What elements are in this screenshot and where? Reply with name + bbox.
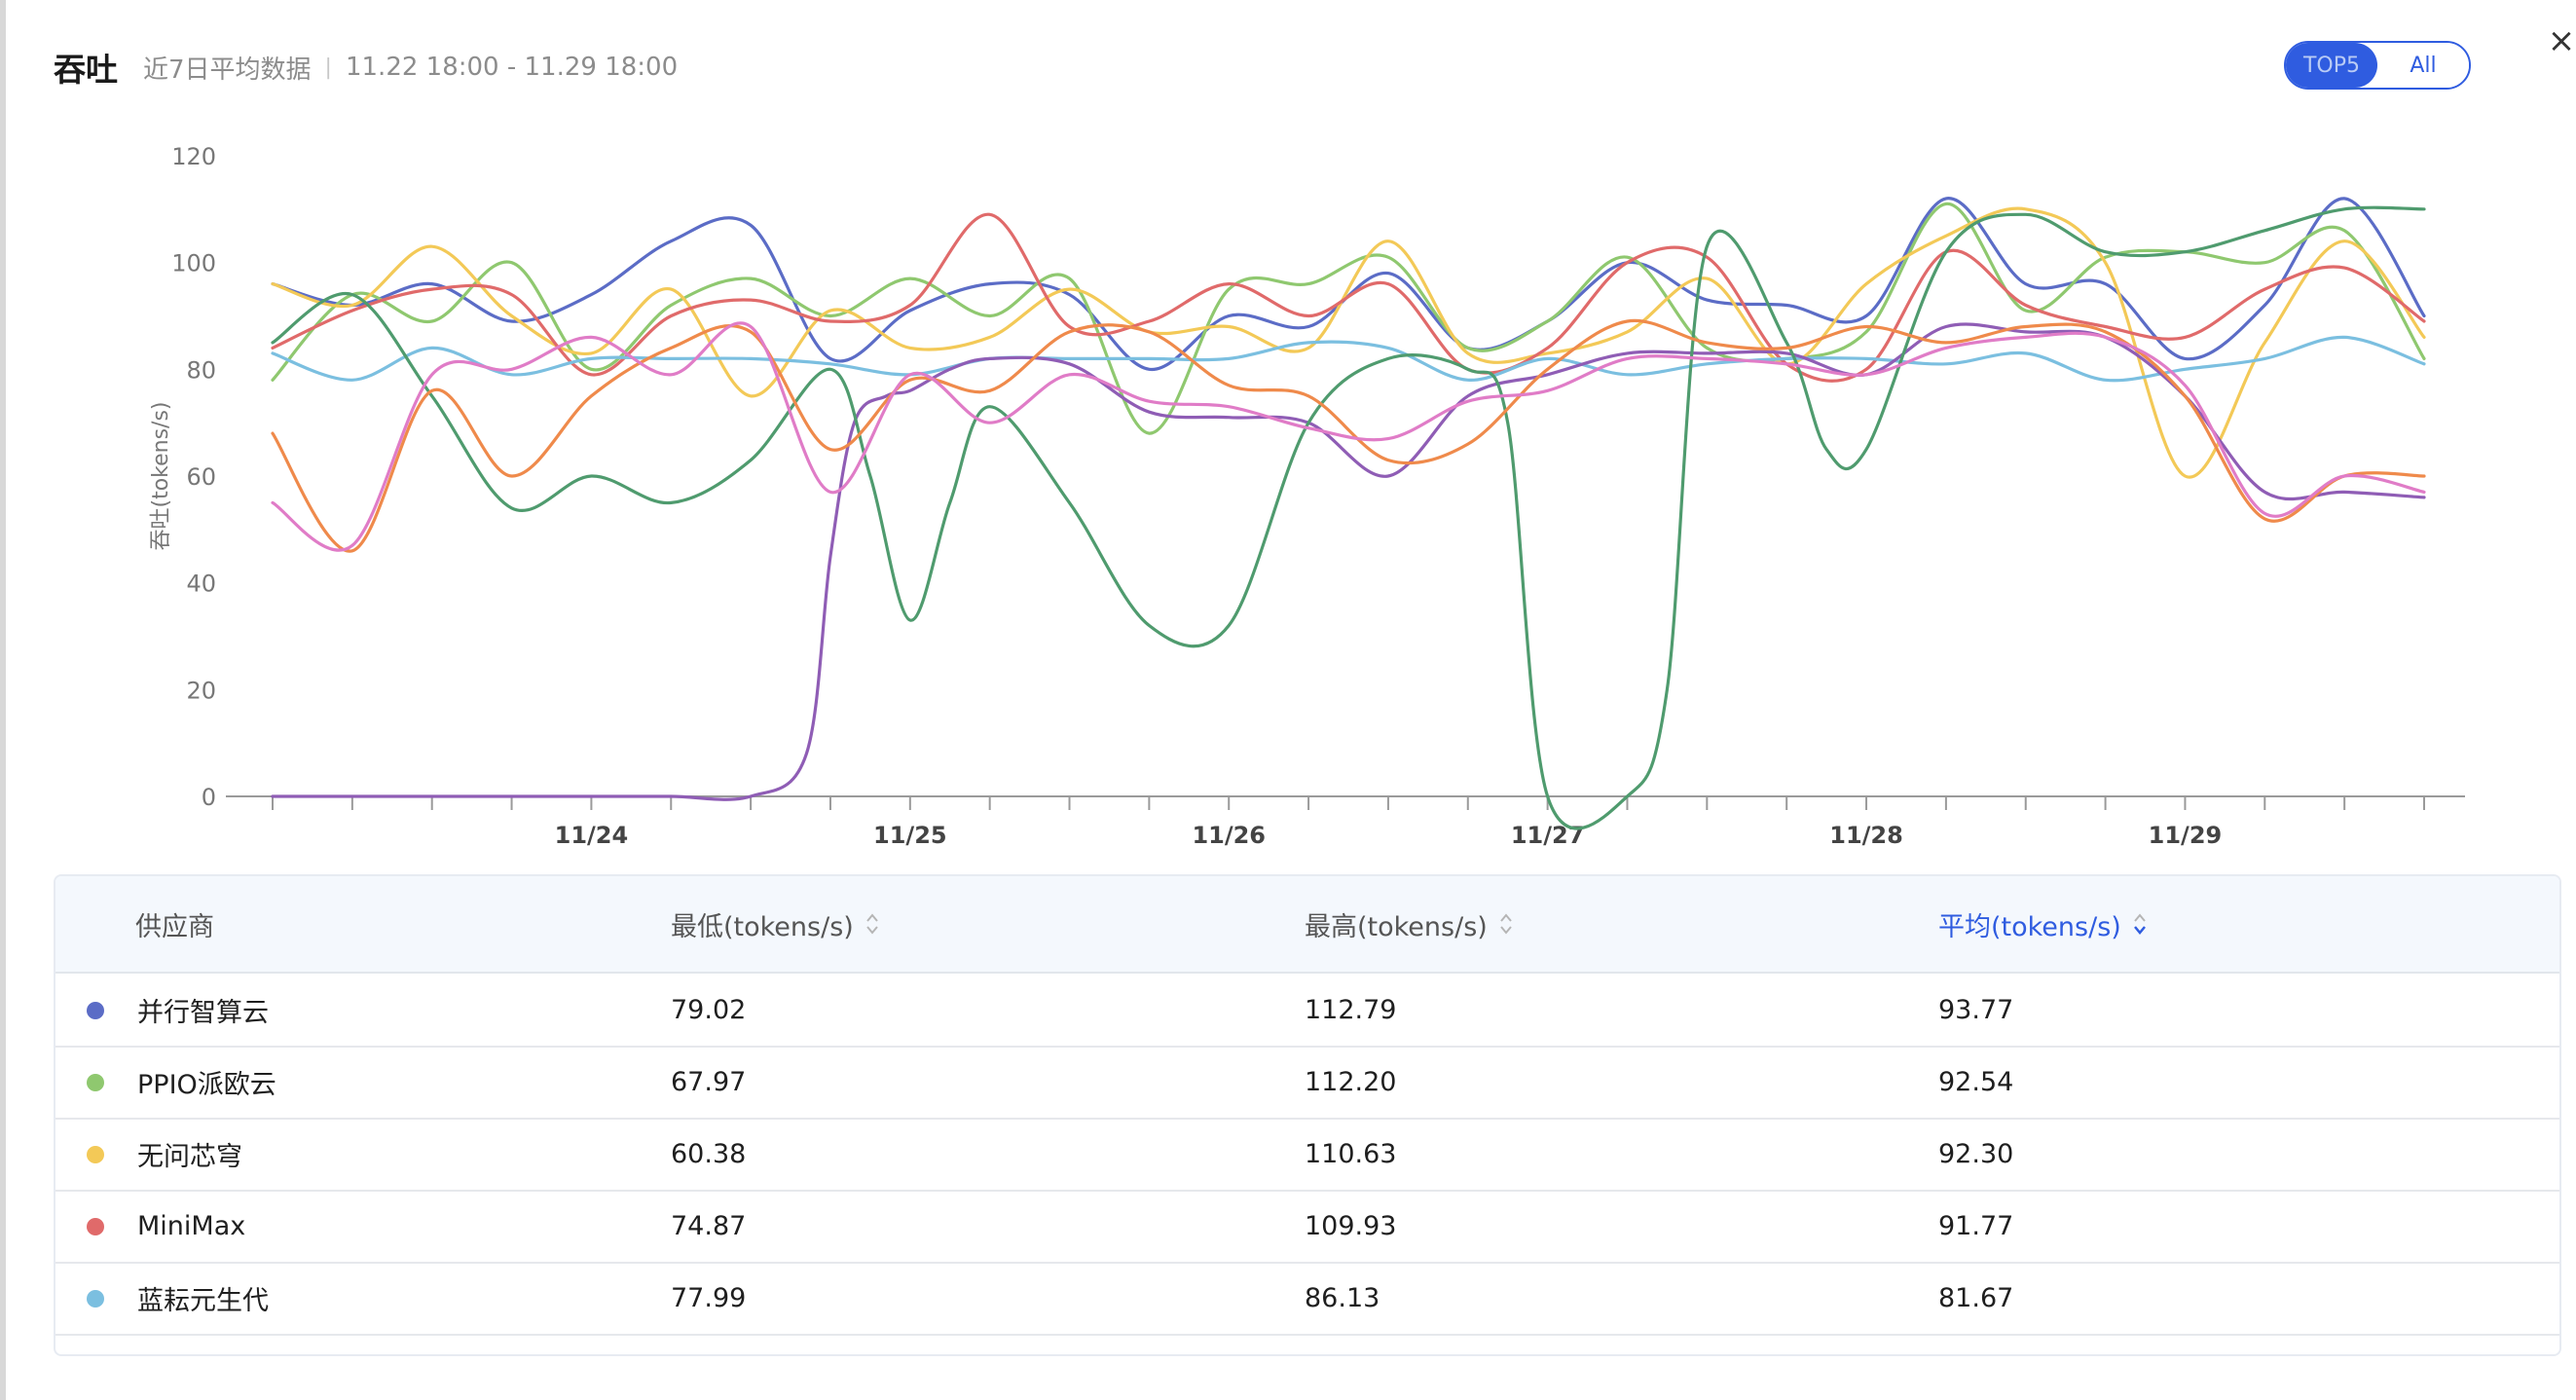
sort-icon[interactable] <box>1499 912 1513 936</box>
x-tick-label: 11/25 <box>873 822 947 849</box>
y-axis-title: 吞吐(tokens/s) <box>149 401 173 550</box>
y-tick-label: 100 <box>171 250 216 277</box>
max-value: 109.93 <box>1305 1210 1397 1241</box>
y-tick-label: 60 <box>186 463 216 491</box>
x-tick-label: 11/28 <box>1829 822 1903 849</box>
provider-name: PPIO派欧云 <box>137 1069 276 1100</box>
modal-header: 吞吐 近7日平均数据 | 11.22 18:00 - 11.29 18:00 <box>54 43 678 92</box>
provider-table: 供应商 最低(tokens/s) 最高(tokens/s) 平均(tokens/… <box>54 874 2561 1356</box>
provider-name: 蓝耘元生代 <box>137 1285 269 1316</box>
series-line-4 <box>271 212 2426 383</box>
series-line-1 <box>271 197 2426 371</box>
avg-value: 93.77 <box>1938 994 2014 1025</box>
table-row[interactable]: 蓝耘元生代 77.99 86.13 81.67 <box>55 1262 2559 1336</box>
sort-icon[interactable] <box>865 912 879 936</box>
header-provider-label: 供应商 <box>135 911 214 942</box>
max-value: 110.63 <box>1305 1138 1397 1169</box>
throughput-chart: 吞吐(tokens/s) 0 20 40 60 80 100 120 11/24 11/25 11/… <box>149 143 2465 849</box>
min-value: 79.02 <box>671 994 747 1025</box>
series-color-dot <box>87 1002 104 1019</box>
min-value: 60.38 <box>671 1138 747 1169</box>
series-line-2 <box>271 202 2426 435</box>
min-value: 77.99 <box>671 1282 747 1313</box>
modal-title: 吞吐 <box>54 51 118 89</box>
toggle-top5-button[interactable]: TOP5 <box>2286 43 2377 88</box>
y-tick-label: 120 <box>171 143 216 170</box>
max-value: 112.79 <box>1305 994 1397 1025</box>
header-provider: 供应商 <box>135 876 214 972</box>
table-header: 供应商 最低(tokens/s) 最高(tokens/s) 平均(tokens/… <box>55 876 2559 974</box>
x-tick-label: 11/29 <box>2149 822 2223 849</box>
x-tick-label: 11/27 <box>1511 822 1585 849</box>
provider-name: 并行智算云 <box>137 997 269 1028</box>
modal-edge <box>0 0 6 1400</box>
series-color-dot <box>87 1290 104 1308</box>
toggle-all-button[interactable]: All <box>2377 43 2469 88</box>
header-avg-label: 平均(tokens/s) <box>1938 911 2121 942</box>
header-max-label: 最高(tokens/s) <box>1305 911 1488 942</box>
avg-value: 81.67 <box>1938 1282 2014 1313</box>
header-avg[interactable]: 平均(tokens/s) <box>1938 876 2147 972</box>
table-row[interactable]: 无问芯穹 60.38 110.63 92.30 <box>55 1118 2559 1192</box>
table-row[interactable]: MiniMax 74.87 109.93 91.77 <box>55 1190 2559 1264</box>
series-line-7 <box>271 205 2426 830</box>
max-value: 112.20 <box>1305 1066 1397 1097</box>
table-row[interactable]: PPIO派欧云 67.97 112.20 92.54 <box>55 1046 2559 1120</box>
series-line-3 <box>271 206 2426 479</box>
series-color-dot <box>87 1146 104 1163</box>
modal-subtitle: 近7日平均数据 <box>143 55 312 85</box>
header-min[interactable]: 最低(tokens/s) <box>671 876 879 972</box>
avg-value: 92.54 <box>1938 1066 2014 1097</box>
y-tick-label: 0 <box>202 784 216 811</box>
top5-all-toggle[interactable]: TOP5 All <box>2284 41 2471 90</box>
x-tick-label: 11/24 <box>555 822 629 849</box>
header-min-label: 最低(tokens/s) <box>671 911 854 942</box>
sort-desc-icon[interactable] <box>2133 912 2147 936</box>
y-tick-label: 80 <box>186 356 216 384</box>
min-value: 74.87 <box>671 1210 747 1241</box>
series-color-dot <box>87 1218 104 1235</box>
provider-name: 无问芯穹 <box>137 1141 242 1172</box>
date-range: 11.22 18:00 - 11.29 18:00 <box>345 53 679 82</box>
y-tick-label: 40 <box>186 571 216 598</box>
x-tick-label: 11/26 <box>1192 822 1266 849</box>
max-value: 86.13 <box>1305 1282 1380 1313</box>
provider-name: MiniMax <box>137 1210 246 1241</box>
series-line-8 <box>271 318 2426 553</box>
close-icon[interactable]: × <box>2547 21 2576 60</box>
avg-value: 91.77 <box>1938 1210 2014 1241</box>
y-tick-label: 20 <box>186 677 216 704</box>
series-line-6 <box>271 322 2426 801</box>
table-row[interactable]: 并行智算云 79.02 112.79 93.77 <box>55 974 2559 1048</box>
avg-value: 92.30 <box>1938 1138 2014 1169</box>
header-max[interactable]: 最高(tokens/s) <box>1305 876 1513 972</box>
header-divider: | <box>324 55 332 80</box>
series-color-dot <box>87 1074 104 1091</box>
min-value: 67.97 <box>671 1066 747 1097</box>
series-line-9 <box>271 321 2426 552</box>
